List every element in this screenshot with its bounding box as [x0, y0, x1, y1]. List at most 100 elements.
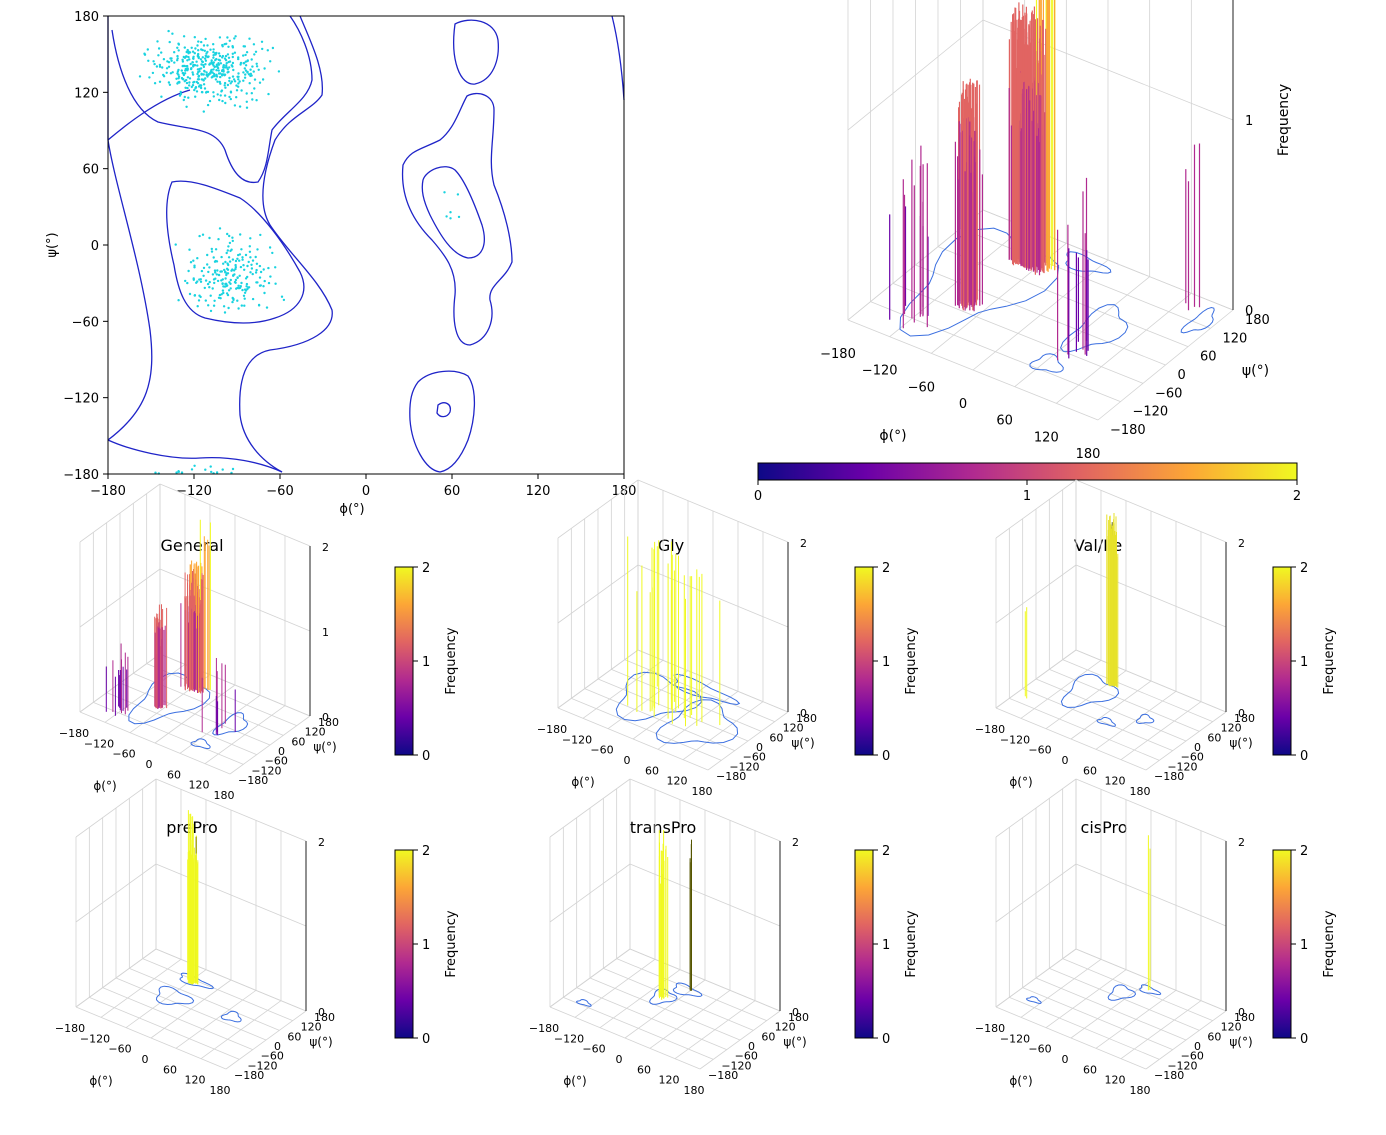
- data-point: [225, 292, 229, 295]
- data-point: [196, 44, 199, 47]
- data-point: [226, 53, 230, 56]
- floor-contour: [1107, 984, 1137, 1001]
- data-point: [228, 76, 231, 80]
- phi-tick-label: 60: [163, 1063, 177, 1076]
- phi-axis-label: ϕ(°): [93, 779, 116, 793]
- data-point: [212, 304, 216, 307]
- z-tick-label: 2: [318, 836, 325, 849]
- contour-alpha-inner: [166, 180, 305, 324]
- panel-val-ile: Val/Ile−180−120−60060120180−180−120−6006…: [975, 479, 1337, 798]
- panel-title: General: [160, 536, 223, 555]
- data-point: [229, 97, 232, 101]
- wall-grid-line: [1075, 778, 1227, 842]
- data-point: [190, 46, 193, 49]
- data-point: [217, 52, 221, 55]
- data-point: [184, 67, 187, 71]
- psi-tick-label: −120: [729, 760, 759, 773]
- data-point: [207, 304, 210, 307]
- data-point: [191, 73, 195, 76]
- data-point: [280, 295, 284, 298]
- data-point: [247, 260, 250, 264]
- data-point: [239, 63, 242, 66]
- phi-tick-label: 0: [959, 397, 967, 412]
- data-point: [244, 253, 248, 257]
- data-point: [191, 71, 194, 74]
- psi-tick-label: 60: [1207, 731, 1221, 744]
- phi-tick-label: 180: [684, 1084, 705, 1097]
- data-point: [157, 47, 161, 50]
- data-point: [274, 266, 277, 269]
- data-point: [167, 65, 171, 69]
- y-tick-label: 180: [74, 10, 99, 25]
- data-point: [202, 44, 206, 47]
- floor-contour: [1029, 353, 1064, 373]
- colorbar-gradient: [1272, 849, 1292, 1039]
- data-point: [217, 69, 220, 72]
- data-point: [207, 270, 210, 274]
- data-point: [199, 86, 203, 90]
- data-point: [219, 94, 222, 97]
- data-point: [252, 70, 255, 73]
- data-point: [191, 84, 195, 87]
- data-point: [228, 39, 231, 42]
- floor-grid-line: [915, 264, 1166, 366]
- panel-general: General−180−120−60060120180−180−120−6006…: [59, 483, 459, 802]
- data-point: [158, 80, 162, 84]
- data-point: [212, 51, 215, 54]
- psi-tick-label: −180: [708, 1069, 738, 1082]
- data-point: [155, 65, 159, 68]
- wall-grid-line: [995, 564, 1077, 624]
- data-point: [226, 36, 229, 39]
- small-panels: General−180−120−60060120180−180−120−6006…: [55, 479, 1337, 1097]
- data-point: [195, 80, 198, 84]
- data-point: [206, 50, 209, 54]
- phi-tick-label: 120: [1034, 430, 1059, 445]
- floor-contour: [655, 699, 739, 744]
- data-point: [269, 60, 272, 63]
- data-point: [228, 260, 232, 263]
- data-point: [240, 89, 243, 92]
- data-point: [212, 54, 215, 57]
- data-point: [221, 99, 224, 103]
- data-point: [212, 68, 215, 71]
- data-point: [221, 282, 224, 286]
- data-point: [192, 259, 195, 262]
- colorbar-label: Frequency: [1322, 627, 1337, 694]
- psi-tick-label: −60: [1181, 1050, 1204, 1063]
- wall-grid-line: [995, 649, 1077, 709]
- data-point: [228, 234, 231, 238]
- floor-grid-line: [611, 668, 762, 732]
- phi-tick-label: −180: [537, 723, 567, 736]
- z-tick-label: 2: [1238, 537, 1245, 550]
- data-point: [248, 82, 251, 85]
- data-point: [243, 297, 246, 300]
- psi-tick-label: −180: [238, 774, 268, 787]
- phi-tick-label: 180: [1076, 447, 1101, 462]
- floor-grid-line: [225, 1010, 307, 1070]
- phi-tick-label: −60: [908, 380, 935, 395]
- data-point: [186, 67, 189, 70]
- ramachandran-ylabel: ψ(°): [45, 232, 60, 257]
- data-point: [143, 52, 146, 55]
- y-tick-label: −180: [63, 468, 99, 483]
- data-point: [263, 279, 266, 283]
- data-point: [258, 264, 262, 268]
- psi-tick-label: 60: [1207, 1030, 1221, 1043]
- psi-tick-label: 0: [274, 1040, 281, 1053]
- z-tick-label: 0: [1245, 304, 1253, 319]
- psi-tick-label: 180: [1245, 313, 1270, 328]
- wall-grid-line: [549, 863, 631, 923]
- data-point: [208, 99, 212, 103]
- wall-grid-line: [995, 863, 1077, 923]
- data-point: [210, 250, 214, 253]
- data-point: [177, 42, 180, 45]
- data-point: [236, 257, 239, 260]
- data-point: [228, 79, 231, 83]
- data-point: [227, 289, 231, 292]
- panel-colorbar: 0 1 2 Frequency: [854, 844, 919, 1047]
- data-point: [271, 46, 275, 50]
- wall-grid-line: [637, 479, 789, 543]
- floor-grid-line: [1145, 711, 1227, 771]
- data-point: [200, 40, 203, 44]
- data-point: [200, 78, 203, 81]
